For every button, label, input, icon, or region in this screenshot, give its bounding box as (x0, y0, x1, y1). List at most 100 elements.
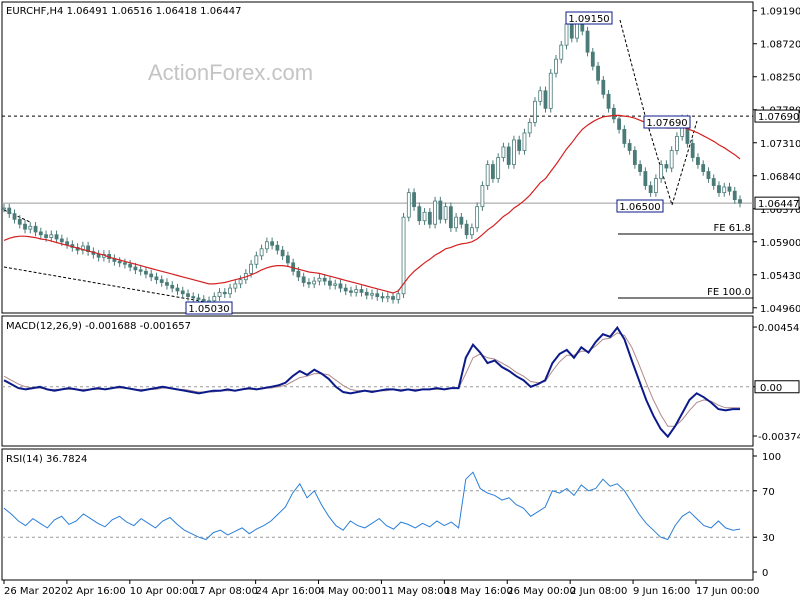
candle-body (622, 129, 627, 144)
candle-body (338, 283, 343, 289)
rsi-axis: 100 70 30 0 (753, 452, 781, 579)
rsi-tick-label: 100 (762, 452, 781, 463)
candle-body (38, 231, 43, 236)
macd-main-line (3, 325, 740, 439)
price-tag-box (754, 196, 800, 210)
annotation-box (185, 301, 233, 315)
candle-body (717, 185, 721, 194)
candle-body (611, 107, 616, 120)
candle-body (159, 279, 164, 283)
candle-body (285, 255, 290, 264)
candle-body (448, 206, 453, 229)
time-tick-label: 26 Mar 2020 (4, 586, 67, 597)
rsi-lines (2, 471, 753, 541)
annotation-label: 1.07690 (646, 118, 687, 129)
candle-body (533, 100, 537, 123)
annotation-box (616, 199, 664, 213)
trendline-lower (3, 266, 213, 304)
candle-body (123, 262, 127, 265)
ma-path (3, 114, 741, 294)
candle-body (28, 225, 33, 230)
macd-tick-label: 0.00454 (758, 323, 799, 334)
candle-body (585, 30, 590, 53)
price-tick-label: 1.09190 (760, 7, 800, 18)
candle-body (275, 244, 280, 251)
candle-body (238, 279, 243, 285)
candle-body (696, 157, 700, 165)
rsi-tick-label: 70 (762, 487, 775, 498)
candle-body (391, 296, 395, 300)
candle-body (564, 23, 569, 46)
candle-body (438, 200, 443, 220)
annotation-box (565, 11, 613, 25)
annotation-label: 1.06500 (619, 202, 660, 213)
candle-body (2, 207, 6, 210)
candle-body (301, 276, 306, 283)
candle-body (590, 51, 595, 67)
candle-body (732, 190, 737, 201)
candle-body (296, 270, 301, 278)
candle-body (228, 287, 232, 295)
candle-body (606, 93, 611, 109)
time-tick-label: 9 Jun 16:00 (633, 586, 690, 597)
candle-body (512, 139, 516, 165)
candle-body (601, 79, 606, 95)
time-tick-label: 17 Apr 08:00 (193, 586, 258, 597)
candle-body (217, 291, 222, 297)
candle-body (385, 296, 390, 299)
candle-body (222, 291, 227, 295)
candle-body (44, 234, 48, 238)
candle-body (632, 150, 637, 165)
candle-body (270, 241, 275, 246)
candle-body (196, 297, 201, 300)
candle-body (433, 200, 437, 225)
candle-body (33, 225, 38, 233)
candle-body (212, 296, 217, 302)
macd-panel-title: MACD(12,26,9) -0.001688 -0.001657 (6, 321, 191, 332)
candle-body (738, 199, 742, 204)
time-tick-label: 10 Apr 00:00 (130, 586, 195, 597)
candle-body (569, 23, 574, 39)
candle-body (675, 136, 679, 151)
candle-body (711, 178, 716, 186)
candle-body (506, 146, 511, 165)
candle-body (464, 223, 469, 236)
time-tick-label: 2 Apr 16:00 (67, 586, 126, 597)
candle-body (454, 216, 459, 229)
candle-body (664, 164, 669, 169)
candle-body (480, 185, 485, 208)
candle-body (59, 238, 64, 243)
fe-level-label: FE 61.8 (713, 223, 751, 234)
price-axis: 1.091901.087201.082501.077801.073101.068… (753, 7, 800, 315)
candle-body (706, 171, 711, 179)
candle-body (264, 241, 269, 250)
price-tag: 1.06447 (758, 199, 799, 210)
time-tick-label: 4 May 00:00 (319, 586, 381, 597)
time-tick-label: 17 Jun 00:00 (696, 586, 760, 597)
macd-zero-tag: 0.00 (760, 383, 782, 394)
candle-body (80, 245, 85, 251)
candle-body (138, 269, 143, 272)
candle-body (722, 186, 727, 194)
macd-axis: 0.004540.00-0.0037450.00 (753, 323, 800, 443)
candle-body (364, 291, 369, 296)
candle-body (128, 263, 133, 268)
candle-body (117, 261, 122, 264)
time-tick-label: 11 May 08:00 (381, 586, 450, 597)
candle-body (333, 283, 338, 286)
price-tick-label: 1.06840 (760, 172, 800, 183)
candle-body (65, 241, 69, 245)
fe-level-label: FE 100.0 (707, 287, 751, 298)
rsi-tick-label: 30 (762, 533, 775, 544)
macd-tick-label: -0.003745 (758, 432, 800, 443)
candle-body (149, 273, 154, 278)
candle-body (154, 276, 159, 281)
candle-body (469, 227, 474, 236)
candle-body (12, 213, 17, 220)
candle-body (517, 139, 522, 151)
macd-lines (2, 325, 753, 439)
candle-body (175, 287, 180, 292)
candle-body (233, 283, 238, 289)
rsi-tick-label: 0 (762, 568, 768, 579)
fe-levels: FE 61.8 FE 100.0 (618, 223, 753, 299)
